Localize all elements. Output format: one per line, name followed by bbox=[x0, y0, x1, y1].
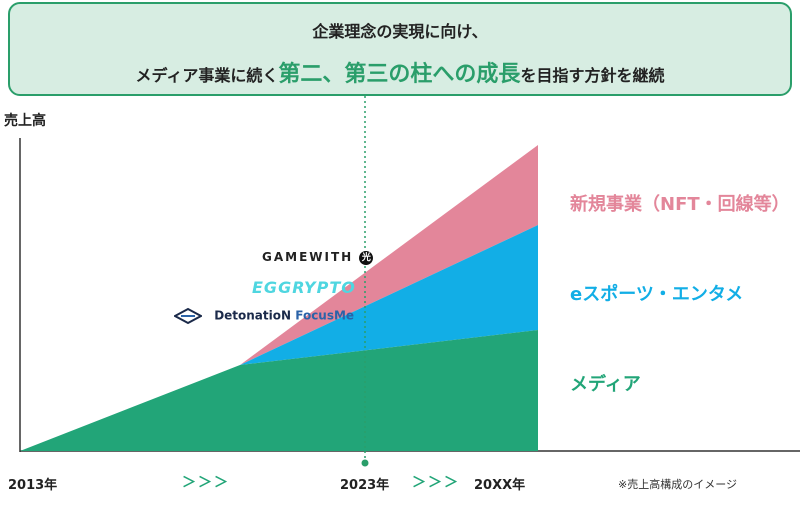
esports-area bbox=[240, 225, 538, 365]
new-business-label: 新規事業（NFT・回線等） bbox=[570, 194, 790, 215]
headline-prefix: メディア事業に続く bbox=[135, 66, 279, 85]
focusme-logo-text: FocusMe bbox=[295, 308, 355, 323]
gamewith-logo-text: GAMEWITH bbox=[262, 250, 354, 264]
headline-banner: 企業理念の実現に向け、 メディア事業に続く第二、第三の柱への成長を目指す方針を継… bbox=[8, 2, 792, 96]
headline-highlight: 第二、第三の柱への成長 bbox=[278, 62, 521, 87]
timeline-arrows-1: ＞＞＞ bbox=[182, 475, 230, 491]
gamewith-badge-icon: 光 bbox=[359, 250, 374, 265]
headline-line2: メディア事業に続く第二、第三の柱への成長を目指す方針を継続 bbox=[10, 56, 790, 88]
media-label: メディア bbox=[570, 374, 641, 395]
detonation-emblem-icon bbox=[174, 307, 202, 325]
headline-suffix: を目指す方針を継続 bbox=[520, 66, 665, 85]
y-axis-label: 売上高 bbox=[4, 113, 46, 129]
eggrypto-logo: EGGRYPTO bbox=[252, 278, 356, 297]
detonation-logo-text: DetonatioN bbox=[214, 308, 292, 323]
gamewith-logo: GAMEWITH 光 bbox=[262, 250, 374, 265]
headline-line1: 企業理念の実現に向け、 bbox=[312, 22, 488, 41]
new-business-area bbox=[240, 145, 538, 365]
year-2023-marker-dot bbox=[361, 459, 369, 467]
chart-note: ※売上高構成のイメージ bbox=[618, 478, 737, 491]
x-label-2023: 2023年 bbox=[340, 478, 390, 493]
media-area bbox=[20, 330, 538, 451]
timeline-arrows-2: ＞＞＞ bbox=[412, 475, 460, 491]
esports-label: eスポーツ・エンタメ bbox=[570, 284, 744, 305]
detonation-logo: DetonatioN FocusMe bbox=[174, 307, 354, 325]
x-label-2013: 2013年 bbox=[8, 478, 58, 493]
x-label-20xx: 20XX年 bbox=[474, 478, 526, 493]
